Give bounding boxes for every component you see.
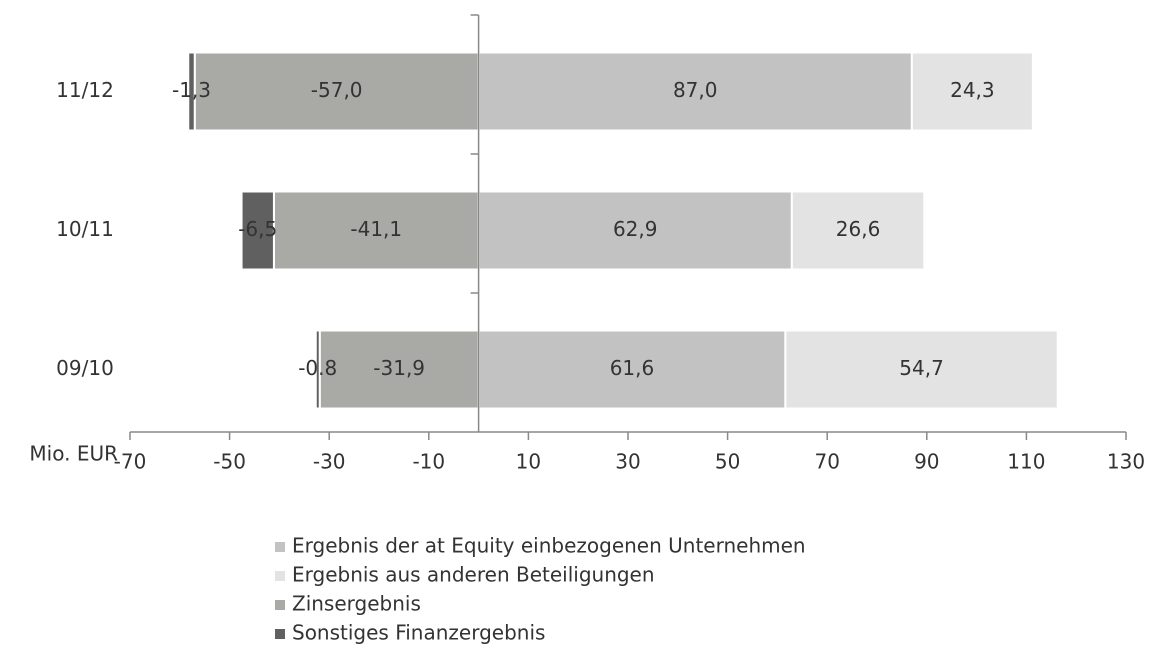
x-tick-label: -50: [213, 450, 246, 474]
legend-swatch: [275, 542, 285, 552]
x-tick-label: 70: [814, 450, 839, 474]
bar: [790, 190, 926, 271]
x-tick-label: -10: [412, 450, 445, 474]
legend-label: Sonstiges Finanzergebnis: [292, 621, 545, 645]
bar-value-label: 54,7: [899, 356, 944, 380]
bar: [193, 51, 480, 132]
bar: [187, 51, 196, 132]
y-tick-label: 09/10: [56, 356, 114, 380]
legend-label: Ergebnis aus anderen Beteiligungen: [292, 563, 655, 587]
x-tick-label: 10: [516, 450, 541, 474]
bar-value-label: 26,6: [836, 217, 881, 241]
legend-swatch: [275, 600, 285, 610]
x-tick-label: 50: [715, 450, 740, 474]
bar-value-label: -31,9: [373, 356, 425, 380]
bar: [784, 329, 1059, 410]
x-tick-label: -30: [313, 450, 346, 474]
legend-swatch: [275, 629, 285, 639]
x-tick-label: -70: [114, 450, 147, 474]
bar-value-label: -41,1: [350, 217, 402, 241]
bar-value-label: 24,3: [950, 78, 995, 102]
x-axis-label: Mio. EUR: [29, 442, 118, 466]
bar-value-label: -57,0: [311, 78, 363, 102]
y-tick-label: 11/12: [56, 78, 114, 102]
x-tick-label: 30: [615, 450, 640, 474]
legend-swatch: [275, 571, 285, 581]
legend-label: Ergebnis der at Equity einbezogenen Unte…: [292, 534, 806, 558]
bar-value-label: -0.8: [298, 356, 337, 380]
bar: [314, 329, 321, 410]
x-tick-label: 90: [914, 450, 939, 474]
bar: [910, 51, 1034, 132]
bar-value-label: 61,6: [610, 356, 655, 380]
legend-label: Zinsergebnis: [292, 592, 421, 616]
bar: [240, 190, 275, 271]
bar-value-label: 87,0: [673, 78, 718, 102]
bar-value-label: 62,9: [613, 217, 658, 241]
x-tick-label: 110: [1007, 450, 1045, 474]
bar: [477, 51, 913, 132]
bar-value-label: -6,5: [238, 217, 277, 241]
bar-value-label: -1,3: [172, 78, 211, 102]
y-tick-label: 10/11: [56, 217, 114, 241]
x-tick-label: 130: [1107, 450, 1145, 474]
bar: [477, 190, 793, 271]
